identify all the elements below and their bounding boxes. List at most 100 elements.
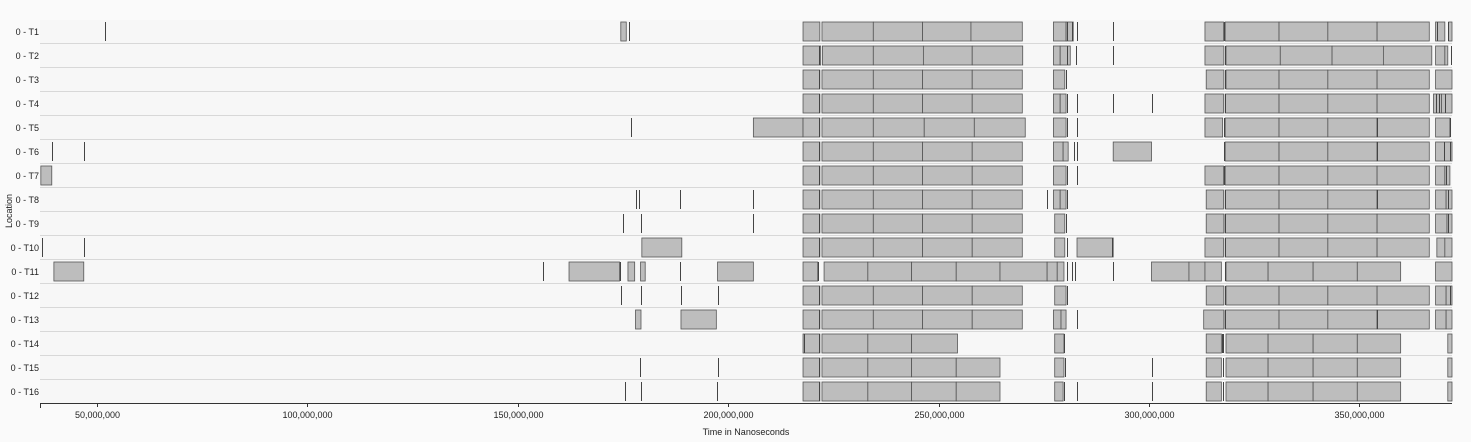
region-bar[interactable] — [1225, 381, 1269, 402]
region-bar[interactable] — [635, 309, 642, 330]
region-bar[interactable] — [1312, 357, 1358, 378]
region-bar[interactable] — [821, 333, 869, 354]
region-bar[interactable] — [1046, 261, 1058, 282]
region-bar[interactable] — [971, 165, 1023, 186]
region-bar[interactable] — [1435, 69, 1453, 90]
region-bar[interactable] — [1278, 285, 1329, 306]
region-bar[interactable] — [802, 333, 821, 354]
region-bar[interactable] — [971, 285, 1023, 306]
region-bar[interactable] — [872, 117, 925, 138]
region-bar[interactable] — [802, 309, 821, 330]
region-bar[interactable] — [1053, 117, 1067, 138]
region-bar[interactable] — [40, 165, 53, 186]
region-bar[interactable] — [911, 381, 957, 402]
region-bar[interactable] — [802, 357, 821, 378]
region-bar[interactable] — [922, 69, 973, 90]
region-bar[interactable] — [867, 333, 913, 354]
region-bar[interactable] — [1447, 357, 1453, 378]
region-bar[interactable] — [922, 237, 973, 258]
region-bar[interactable] — [1225, 261, 1269, 282]
region-bar[interactable] — [867, 261, 913, 282]
region-bar[interactable] — [1205, 381, 1222, 402]
region-bar[interactable] — [872, 309, 923, 330]
region-bar[interactable] — [923, 117, 975, 138]
region-bar[interactable] — [1376, 141, 1430, 162]
region-bar[interactable] — [1327, 213, 1378, 234]
region-bar[interactable] — [911, 261, 957, 282]
region-bar[interactable] — [1445, 285, 1453, 306]
region-bar[interactable] — [1447, 333, 1453, 354]
region-bar[interactable] — [802, 261, 819, 282]
region-bar[interactable] — [1433, 93, 1442, 114]
region-bar[interactable] — [1224, 165, 1280, 186]
region-bar[interactable] — [872, 21, 923, 42]
region-bar[interactable] — [872, 45, 924, 66]
region-bar[interactable] — [1435, 165, 1446, 186]
region-bar[interactable] — [1435, 117, 1451, 138]
region-bar[interactable] — [641, 237, 683, 258]
region-bar[interactable] — [971, 189, 1023, 210]
region-bar[interactable] — [1448, 21, 1453, 42]
region-bar[interactable] — [1205, 69, 1225, 90]
region-bar[interactable] — [1327, 165, 1378, 186]
region-bar[interactable] — [1267, 333, 1314, 354]
region-bar[interactable] — [1356, 357, 1402, 378]
region-bar[interactable] — [1327, 285, 1378, 306]
region-bar[interactable] — [971, 69, 1023, 90]
region-bar[interactable] — [1204, 261, 1222, 282]
region-bar[interactable] — [1376, 117, 1430, 138]
region-bar[interactable] — [717, 261, 754, 282]
region-bar[interactable] — [971, 45, 1024, 66]
region-bar[interactable] — [1376, 165, 1430, 186]
region-bar[interactable] — [922, 309, 973, 330]
region-bar[interactable] — [1435, 261, 1453, 282]
region-bar[interactable] — [1435, 21, 1446, 42]
region-bar[interactable] — [1356, 261, 1402, 282]
region-bar[interactable] — [1327, 21, 1378, 42]
region-bar[interactable] — [1444, 45, 1449, 66]
region-bar[interactable] — [922, 285, 973, 306]
region-bar[interactable] — [1278, 189, 1329, 210]
region-bar[interactable] — [922, 141, 973, 162]
region-bar[interactable] — [911, 357, 957, 378]
region-bar[interactable] — [821, 141, 874, 162]
region-bar[interactable] — [821, 45, 874, 66]
region-bar[interactable] — [922, 165, 973, 186]
region-bar[interactable] — [821, 117, 874, 138]
region-bar[interactable] — [1059, 93, 1067, 114]
region-bar[interactable] — [1312, 381, 1358, 402]
region-bar[interactable] — [821, 189, 874, 210]
region-bar[interactable] — [955, 357, 1001, 378]
region-bar[interactable] — [1151, 261, 1190, 282]
region-bar[interactable] — [1188, 261, 1206, 282]
region-bar[interactable] — [1327, 189, 1378, 210]
region-bar[interactable] — [1436, 237, 1446, 258]
region-bar[interactable] — [1224, 21, 1280, 42]
region-bar[interactable] — [999, 261, 1048, 282]
region-bar[interactable] — [821, 237, 874, 258]
region-bar[interactable] — [1327, 69, 1378, 90]
region-bar[interactable] — [1376, 285, 1430, 306]
region-bar[interactable] — [1205, 213, 1225, 234]
region-bar[interactable] — [1205, 285, 1225, 306]
region-bar[interactable] — [1331, 45, 1384, 66]
region-bar[interactable] — [802, 69, 821, 90]
region-bar[interactable] — [802, 117, 821, 138]
region-bar[interactable] — [1053, 69, 1066, 90]
region-bar[interactable] — [1053, 309, 1062, 330]
region-bar[interactable] — [1445, 189, 1453, 210]
region-bar[interactable] — [1062, 141, 1069, 162]
region-bar[interactable] — [1053, 189, 1061, 210]
region-bar[interactable] — [821, 165, 874, 186]
region-bar[interactable] — [971, 309, 1023, 330]
region-bar[interactable] — [823, 261, 869, 282]
region-bar[interactable] — [1225, 69, 1280, 90]
region-bar[interactable] — [1053, 165, 1067, 186]
region-bar[interactable] — [1225, 333, 1269, 354]
region-bar[interactable] — [1435, 285, 1447, 306]
region-bar[interactable] — [1376, 309, 1430, 330]
region-bar[interactable] — [802, 285, 821, 306]
region-bar[interactable] — [1205, 357, 1222, 378]
region-bar[interactable] — [1278, 21, 1329, 42]
region-bar[interactable] — [640, 261, 646, 282]
